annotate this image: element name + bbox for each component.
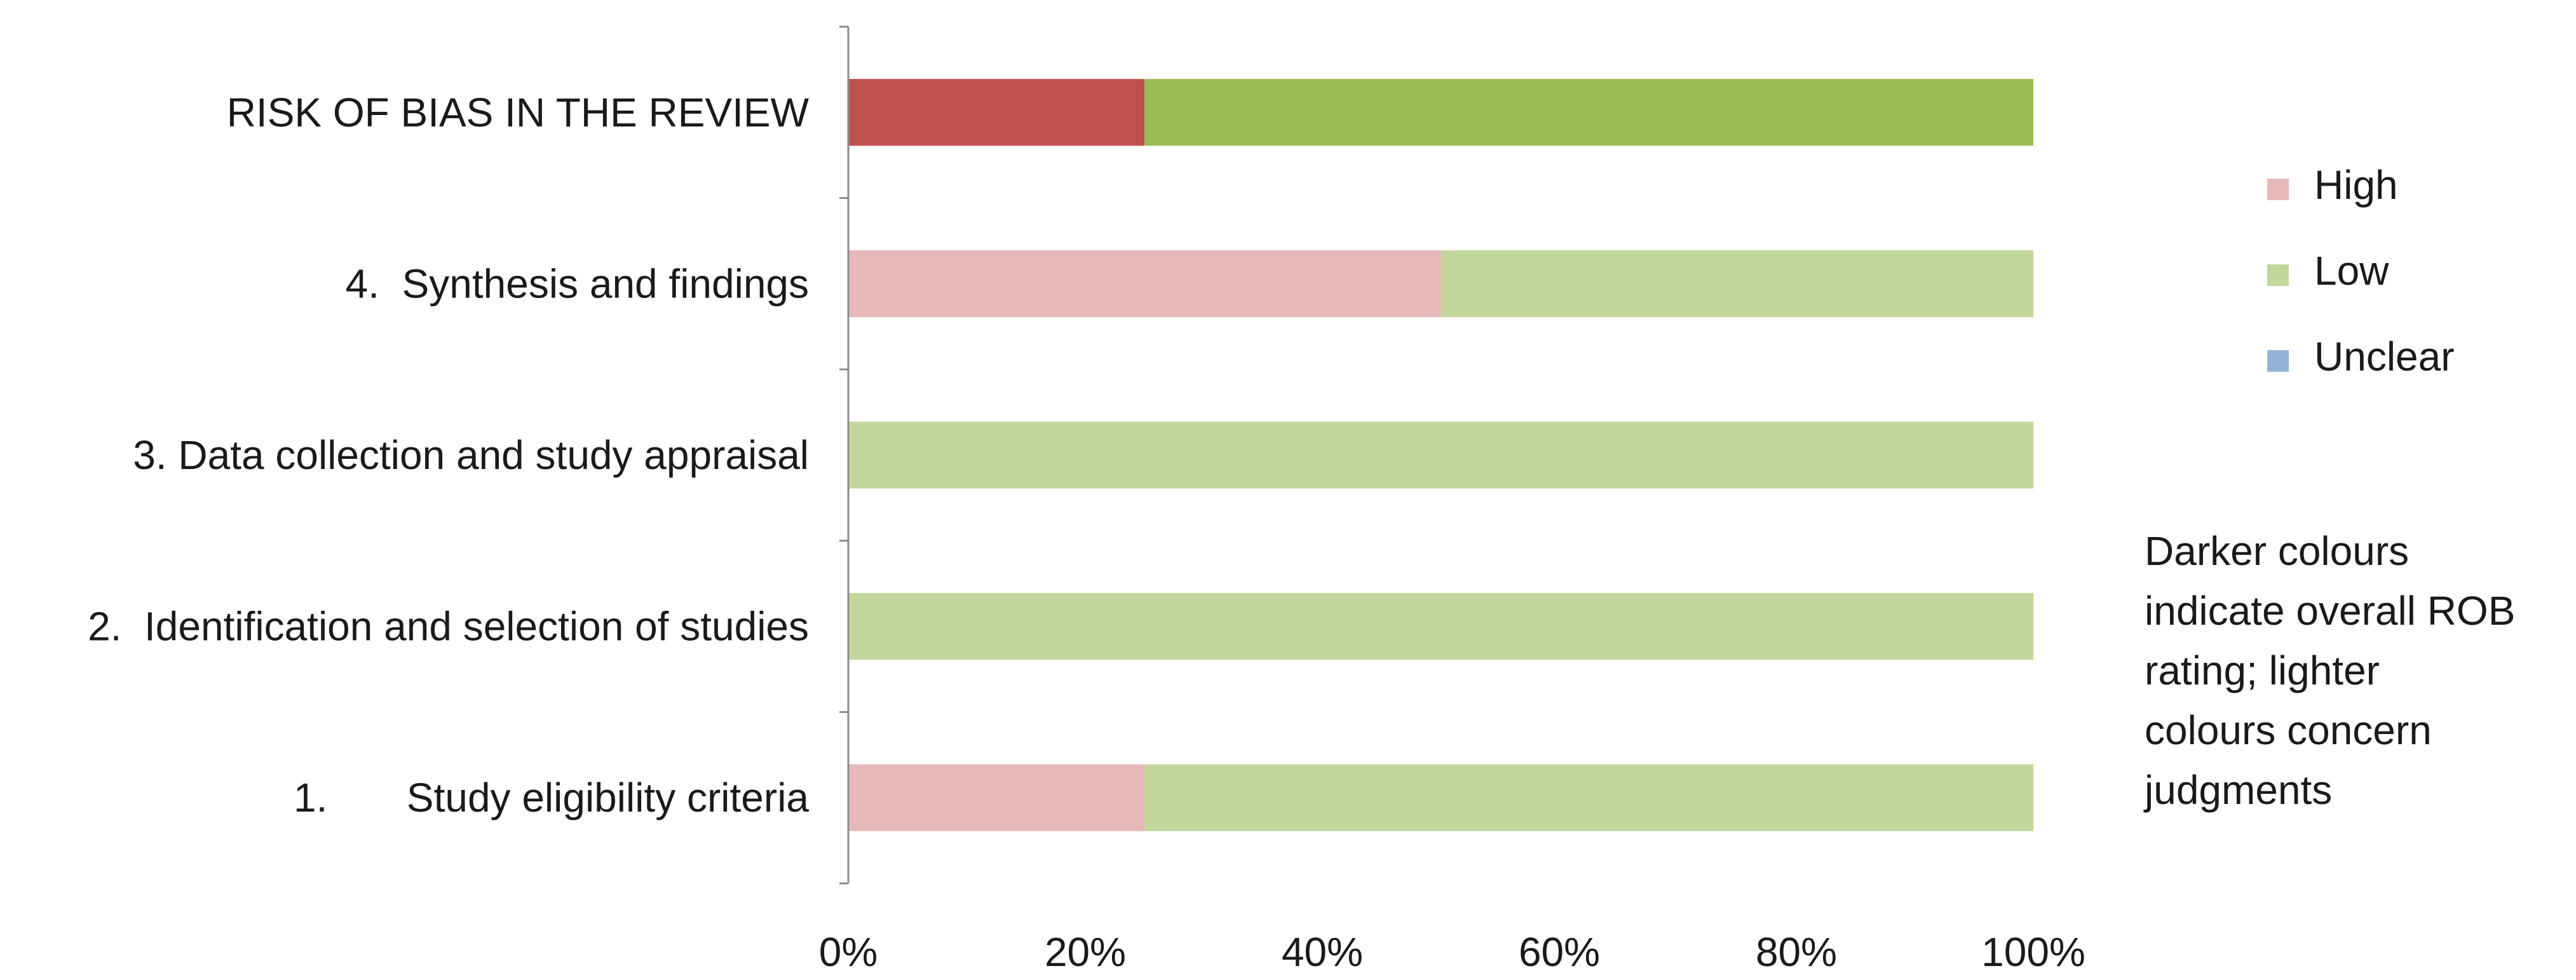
x-tick-label: 100% xyxy=(1981,929,2085,975)
legend-label: High xyxy=(2314,162,2398,208)
bar-segment-high xyxy=(848,250,1441,317)
bar-segment-low xyxy=(848,593,2033,660)
annotation-line: judgments xyxy=(2145,767,2333,813)
annotation-line: colours concern xyxy=(2145,707,2432,753)
category-label: 1. Study eligibility criteria xyxy=(294,775,809,820)
category-label: 4. Synthesis and findings xyxy=(346,261,809,306)
bar-segment-high xyxy=(848,79,1145,146)
annotation-line: rating; lighter xyxy=(2145,648,2380,693)
legend-swatch xyxy=(2267,179,2289,200)
legend-swatch xyxy=(2267,264,2289,286)
x-tick-label: 20% xyxy=(1045,929,1126,975)
bar-segment-high xyxy=(848,764,1145,831)
category-label: RISK OF BIAS IN THE REVIEW xyxy=(227,90,810,135)
bar-segment-low xyxy=(1441,250,2033,317)
legend-swatch xyxy=(2267,350,2289,372)
bar-segment-low xyxy=(1144,79,2033,146)
annotation-line: indicate overall ROB xyxy=(2145,588,2516,634)
x-tick-label: 0% xyxy=(819,929,878,975)
bar-segment-low xyxy=(1144,764,2033,831)
chart-annotation: Darker colours indicate overall ROB rati… xyxy=(2145,521,2564,820)
x-tick-label: 60% xyxy=(1519,929,1600,975)
annotation-line: Darker colours xyxy=(2145,528,2410,574)
category-label: 2. Identification and selection of studi… xyxy=(88,604,809,650)
category-label: 3. Data collection and study appraisal xyxy=(133,432,809,478)
x-tick-label: 40% xyxy=(1282,929,1363,975)
x-tick-label: 80% xyxy=(1756,929,1837,975)
legend-label: Unclear xyxy=(2314,334,2455,379)
legend-label: Low xyxy=(2314,248,2389,294)
bar-segment-low xyxy=(848,421,2033,489)
